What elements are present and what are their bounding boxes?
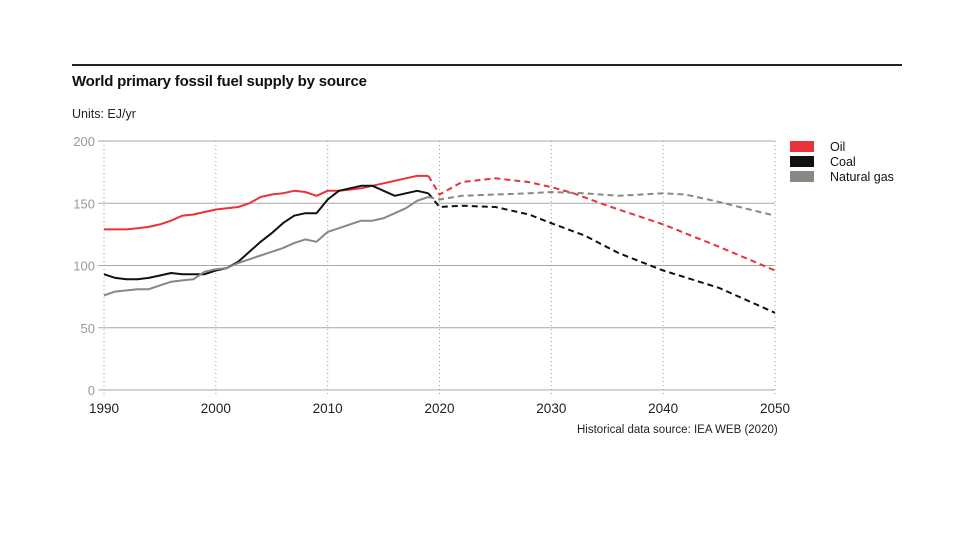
y-tick-label: 100 [73, 259, 95, 274]
y-tick-label: 0 [88, 383, 95, 398]
coal-historical-line [103, 184, 429, 281]
legend-item-oil: Oil [790, 139, 894, 154]
legend-swatch [790, 171, 814, 182]
legend: Oil Coal Natural gas [790, 139, 894, 184]
legend-item-coal: Coal [790, 154, 894, 169]
x-tick-label: 2050 [760, 401, 790, 416]
x-tick-label: 2000 [201, 401, 231, 416]
oil-historical-line [104, 174, 429, 231]
y-tick-label: 150 [73, 196, 95, 211]
top-rule [72, 64, 902, 66]
units-label: Units: EJ/yr [72, 107, 136, 121]
x-tick-label: 2040 [648, 401, 678, 416]
legend-label: Oil [830, 139, 846, 154]
legend-swatch [790, 141, 814, 152]
x-tick-label: 2020 [424, 401, 454, 416]
x-tick-label: 2010 [313, 401, 343, 416]
x-tick-label: 1990 [89, 401, 119, 416]
oil-projection-line [427, 175, 776, 272]
natural-gas-historical-line [103, 196, 429, 297]
legend-label: Coal [830, 154, 856, 169]
legend-label: Natural gas [830, 169, 894, 184]
natural-gas-projection-line [428, 190, 776, 217]
legend-item-natural-gas: Natural gas [790, 169, 894, 184]
y-tick-label: 200 [73, 134, 95, 149]
x-tick-label: 2030 [536, 401, 566, 416]
source-note: Historical data source: IEA WEB (2020) [577, 424, 778, 436]
coal-projection-line [427, 192, 776, 314]
y-tick-label: 50 [81, 321, 95, 336]
chart-title: World primary fossil fuel supply by sour… [72, 73, 367, 90]
legend-swatch [790, 156, 814, 167]
